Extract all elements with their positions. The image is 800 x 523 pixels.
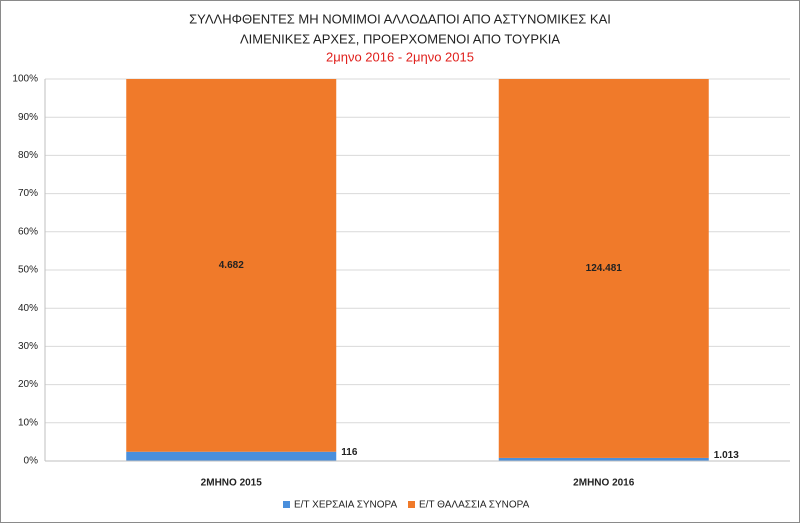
data-label: 4.682 <box>219 260 244 271</box>
legend-swatch <box>283 501 290 508</box>
y-tick-label: 90% <box>18 112 38 123</box>
y-tick-label: 40% <box>18 303 38 314</box>
legend-label: Ε/Τ ΧΕΡΣΑΙΑ ΣΥΝΟΡΑ <box>294 500 397 511</box>
legend-swatch <box>408 501 415 508</box>
bar-segment <box>126 451 337 461</box>
data-label: 116 <box>341 447 358 458</box>
y-tick-label: 100% <box>12 74 38 85</box>
data-label: 124.481 <box>586 263 623 274</box>
y-tick-label: 80% <box>18 150 38 161</box>
y-tick-label: 10% <box>18 417 38 428</box>
y-tick-label: 60% <box>18 226 38 237</box>
x-tick-label: 2ΜΗΝΟ 2015 <box>201 478 263 489</box>
bar-segment <box>498 457 709 461</box>
x-tick-label: 2ΜΗΝΟ 2016 <box>573 478 635 489</box>
bar-segment <box>498 79 709 458</box>
legend-label: Ε/Τ ΘΑΛΑΣΣΙΑ ΣΥΝΟΡΑ <box>419 500 530 511</box>
chart-subtitle: 2μηνο 2016 - 2μηνο 2015 <box>326 49 474 64</box>
y-tick-label: 0% <box>24 456 39 467</box>
y-tick-label: 50% <box>18 265 38 276</box>
chart-title: ΛΙΜΕΝΙΚΕΣ ΑΡΧΕΣ, ΠΡΟΕΡΧΟΜΕΝΟΙ ΑΠΟ ΤΟΥΡΚΙ… <box>240 31 560 46</box>
y-tick-label: 70% <box>18 188 38 199</box>
bar-segment <box>126 79 337 452</box>
y-tick-label: 20% <box>18 379 38 390</box>
chart-title: ΣΥΛΛΗΦΘΕΝΤΕΣ ΜΗ ΝΟΜΙΜΟΙ ΑΛΛΟΔΑΠΟΙ ΑΠΟ ΑΣ… <box>189 11 611 26</box>
data-label: 1.013 <box>714 450 739 461</box>
y-tick-label: 30% <box>18 341 38 352</box>
